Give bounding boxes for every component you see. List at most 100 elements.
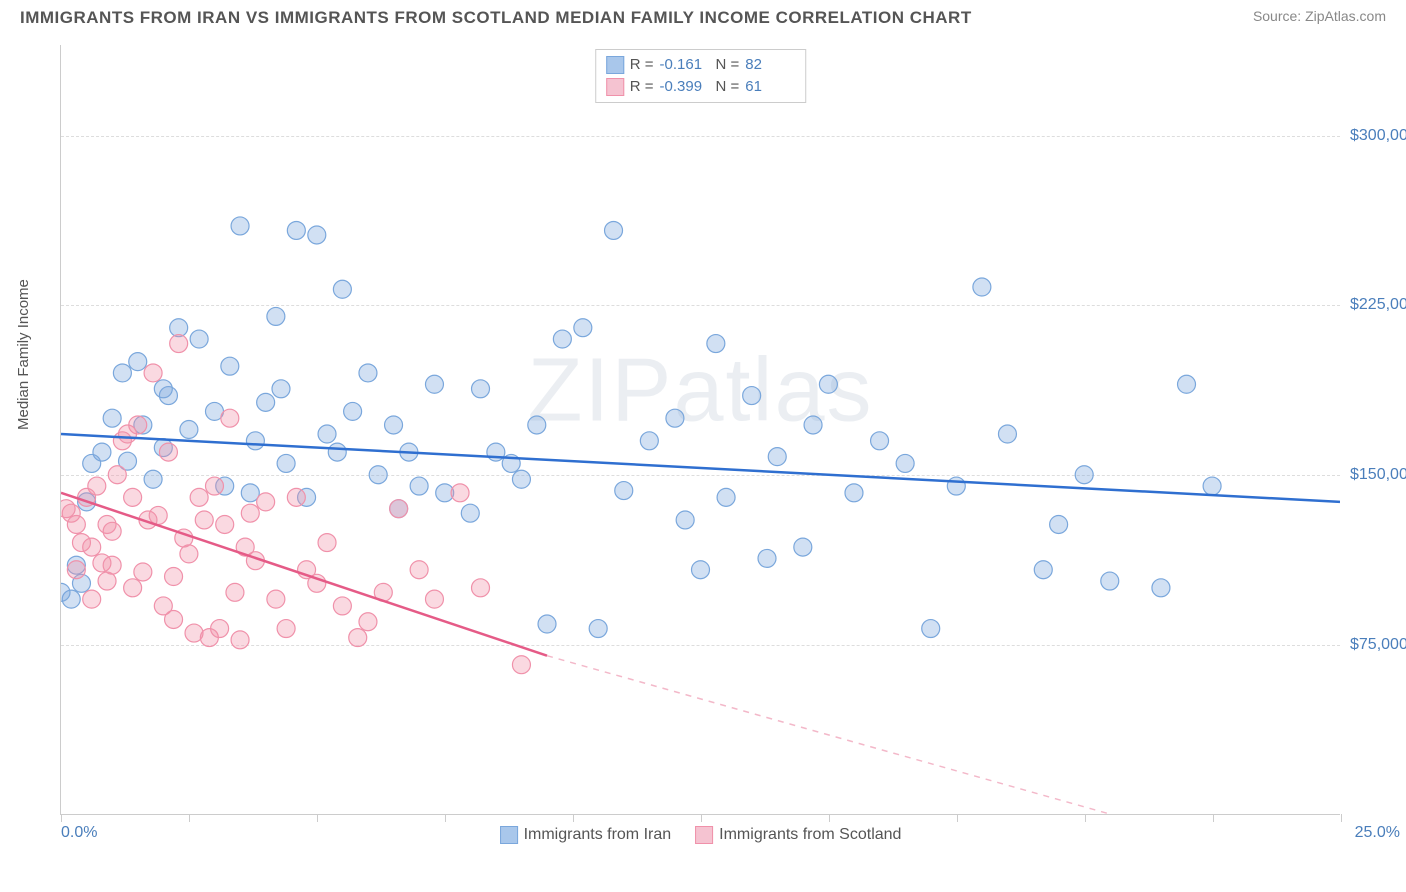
data-point bbox=[124, 488, 142, 506]
data-point bbox=[272, 380, 290, 398]
data-point bbox=[472, 380, 490, 398]
legend-item-scotland: Immigrants from Scotland bbox=[695, 826, 901, 844]
data-point bbox=[165, 568, 183, 586]
data-point bbox=[195, 511, 213, 529]
data-point bbox=[344, 402, 362, 420]
data-point bbox=[758, 549, 776, 567]
data-point bbox=[385, 416, 403, 434]
data-point bbox=[93, 443, 111, 461]
data-point bbox=[819, 375, 837, 393]
data-point bbox=[267, 590, 285, 608]
data-point bbox=[512, 656, 530, 674]
data-point bbox=[83, 538, 101, 556]
data-point bbox=[308, 226, 326, 244]
data-point bbox=[845, 484, 863, 502]
data-point bbox=[333, 280, 351, 298]
data-point bbox=[349, 629, 367, 647]
data-point bbox=[472, 579, 490, 597]
n-value-scotland: 61 bbox=[745, 76, 795, 98]
data-point bbox=[1178, 375, 1196, 393]
data-point bbox=[574, 319, 592, 337]
data-point bbox=[410, 477, 428, 495]
y-tick-label: $225,000 bbox=[1350, 296, 1406, 314]
data-point bbox=[103, 409, 121, 427]
y-tick-label: $75,000 bbox=[1350, 636, 1406, 654]
data-point bbox=[998, 425, 1016, 443]
data-point bbox=[1152, 579, 1170, 597]
x-tick bbox=[317, 814, 318, 822]
r-label: R = bbox=[630, 76, 654, 98]
data-point bbox=[277, 620, 295, 638]
data-point bbox=[231, 631, 249, 649]
data-point bbox=[67, 516, 85, 534]
data-point bbox=[88, 477, 106, 495]
swatch-iran bbox=[500, 826, 518, 844]
x-tick bbox=[1341, 814, 1342, 822]
data-point bbox=[973, 278, 991, 296]
data-point bbox=[947, 477, 965, 495]
data-point bbox=[83, 590, 101, 608]
x-tick bbox=[61, 814, 62, 822]
data-point bbox=[896, 454, 914, 472]
legend-item-iran: Immigrants from Iran bbox=[500, 826, 672, 844]
r-value-iran: -0.161 bbox=[660, 54, 710, 76]
data-point bbox=[743, 387, 761, 405]
data-point bbox=[318, 425, 336, 443]
data-point bbox=[180, 421, 198, 439]
data-point bbox=[1101, 572, 1119, 590]
data-point bbox=[707, 335, 725, 353]
data-point bbox=[129, 416, 147, 434]
data-point bbox=[246, 432, 264, 450]
y-tick-label: $300,000 bbox=[1350, 127, 1406, 145]
data-point bbox=[369, 466, 387, 484]
chart-title: IMMIGRANTS FROM IRAN VS IMMIGRANTS FROM … bbox=[20, 8, 972, 28]
data-point bbox=[1203, 477, 1221, 495]
n-label: N = bbox=[716, 54, 740, 76]
x-tick-label-last: 25.0% bbox=[1355, 824, 1400, 842]
data-point bbox=[589, 620, 607, 638]
data-point bbox=[190, 488, 208, 506]
data-point bbox=[615, 482, 633, 500]
legend-label-iran: Immigrants from Iran bbox=[524, 826, 672, 844]
data-point bbox=[134, 563, 152, 581]
data-point bbox=[528, 416, 546, 434]
data-point bbox=[871, 432, 889, 450]
data-point bbox=[277, 454, 295, 472]
trendline-scotland-dashed bbox=[547, 656, 1110, 814]
data-point bbox=[553, 330, 571, 348]
data-point bbox=[676, 511, 694, 529]
x-tick bbox=[957, 814, 958, 822]
data-point bbox=[1034, 561, 1052, 579]
y-tick-label: $150,000 bbox=[1350, 466, 1406, 484]
data-point bbox=[67, 561, 85, 579]
data-point bbox=[165, 610, 183, 628]
legend-row-iran: R = -0.161 N = 82 bbox=[606, 54, 796, 76]
data-point bbox=[124, 579, 142, 597]
data-point bbox=[154, 380, 172, 398]
data-point bbox=[425, 375, 443, 393]
data-point bbox=[144, 470, 162, 488]
data-point bbox=[666, 409, 684, 427]
chart-plot-area: ZIPatlas R = -0.161 N = 82 R = -0.399 N … bbox=[60, 45, 1340, 815]
data-point bbox=[190, 330, 208, 348]
data-point bbox=[390, 500, 408, 518]
data-point bbox=[318, 534, 336, 552]
data-point bbox=[451, 484, 469, 502]
data-point bbox=[61, 500, 75, 518]
x-tick bbox=[1213, 814, 1214, 822]
data-point bbox=[149, 506, 167, 524]
data-point bbox=[359, 364, 377, 382]
series-legend: Immigrants from Iran Immigrants from Sco… bbox=[500, 826, 902, 844]
data-point bbox=[717, 488, 735, 506]
data-point bbox=[98, 572, 116, 590]
data-point bbox=[205, 477, 223, 495]
data-point bbox=[359, 613, 377, 631]
data-point bbox=[221, 409, 239, 427]
swatch-iran bbox=[606, 56, 624, 74]
data-point bbox=[287, 488, 305, 506]
data-point bbox=[804, 416, 822, 434]
data-point bbox=[538, 615, 556, 633]
x-tick bbox=[573, 814, 574, 822]
legend-row-scotland: R = -0.399 N = 61 bbox=[606, 76, 796, 98]
data-point bbox=[328, 443, 346, 461]
